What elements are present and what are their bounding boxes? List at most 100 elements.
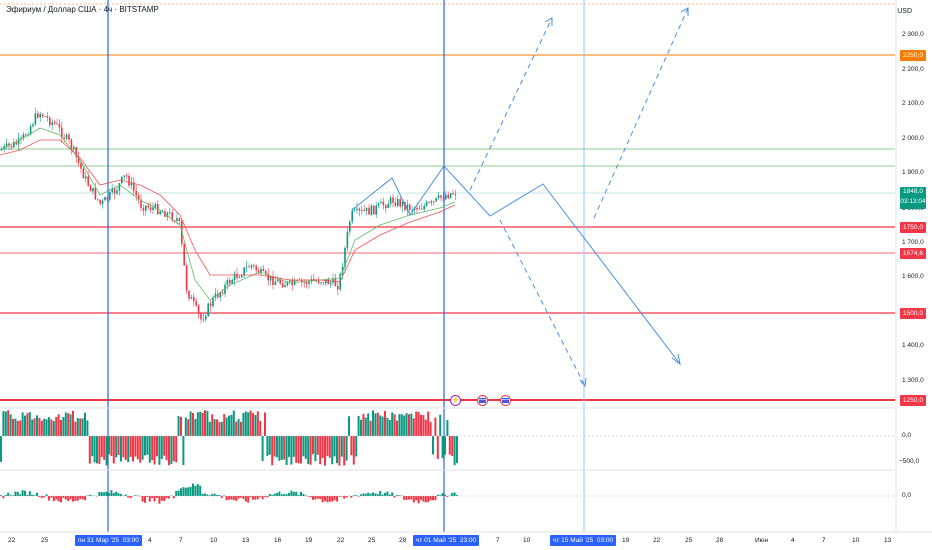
- candle-body: [411, 209, 413, 211]
- osc-top-bar: [163, 436, 166, 456]
- osc-top-bar: [436, 436, 439, 460]
- osc-bottom-bar: [345, 496, 348, 498]
- osc-bottom-bar: [208, 495, 211, 496]
- flag-icon[interactable]: [477, 395, 488, 406]
- candle-body: [250, 265, 253, 268]
- osc-bottom-bar: [340, 496, 343, 497]
- candle-body: [152, 207, 154, 210]
- osc-bottom-bar: [223, 495, 226, 496]
- osc-top-bar: [2, 411, 5, 436]
- candle-body: [53, 122, 56, 124]
- osc-top-bar: [72, 410, 74, 436]
- osc-bottom-bar: [26, 494, 29, 496]
- osc-bottom-bar: [158, 496, 161, 504]
- candle-body: [142, 207, 145, 211]
- osc-bottom-bar: [50, 496, 53, 498]
- osc-top-bar: [235, 421, 238, 436]
- osc-top-bar: [88, 436, 91, 464]
- indicator-zero-top: 0,0: [902, 432, 912, 439]
- osc-top-bar: [333, 436, 336, 457]
- osc-top-bar: [69, 414, 72, 436]
- osc-bottom-bar: [201, 493, 204, 496]
- osc-bottom-bar: [105, 491, 108, 496]
- flag-icon[interactable]: [500, 395, 511, 406]
- osc-bottom-bar: [300, 491, 302, 496]
- osc-top-bar: [374, 413, 377, 436]
- osc-top-bar: [249, 410, 252, 436]
- osc-bottom-bar: [276, 492, 278, 496]
- osc-bottom-bar: [177, 490, 180, 496]
- time-tick: Июн: [755, 537, 769, 544]
- candle-body: [44, 116, 46, 118]
- candle-body: [334, 278, 337, 287]
- candle-body: [368, 207, 370, 215]
- osc-top-bar: [16, 420, 19, 436]
- osc-top-bar: [307, 436, 310, 464]
- osc-bottom-bar: [91, 495, 94, 496]
- price-label-1750[interactable]: 1750,0: [900, 222, 926, 233]
- currency-unit[interactable]: USD: [897, 8, 912, 15]
- osc-bottom-bar: [304, 495, 307, 496]
- osc-top-bar: [146, 436, 149, 455]
- osc-top-bar: [148, 436, 151, 463]
- osc-top-bar: [381, 416, 384, 436]
- osc-bottom-bar: [124, 494, 127, 496]
- osc-bottom-bar: [31, 494, 34, 496]
- chart-title[interactable]: Эфириум / Доллар США · 4ч · BITSTAMP: [6, 5, 159, 14]
- candle-body: [392, 197, 394, 203]
- candle-body: [233, 273, 236, 281]
- osc-bottom-bar: [112, 493, 115, 496]
- osc-top-bar: [84, 412, 86, 436]
- price-label-1250[interactable]: 1250,0: [900, 395, 926, 406]
- candle-body: [82, 168, 85, 179]
- osc-bottom-bar: [415, 496, 418, 501]
- price-label-1674[interactable]: 1674,6: [900, 248, 926, 259]
- osc-top-bar: [355, 436, 358, 457]
- price-label-2250[interactable]: 2250,0: [900, 50, 926, 61]
- candle-body: [195, 301, 197, 306]
- osc-top-bar: [175, 436, 178, 463]
- osc-bottom-bar: [216, 494, 218, 496]
- price-label-1500[interactable]: 1500,0: [900, 308, 926, 319]
- candle-body: [125, 175, 128, 177]
- osc-top-bar: [410, 413, 413, 436]
- candle-body: [358, 208, 361, 211]
- candle-body: [15, 142, 17, 145]
- candle-body: [75, 147, 77, 158]
- osc-top-bar: [441, 436, 444, 459]
- osc-top-bar: [189, 411, 192, 436]
- candle-body: [363, 209, 365, 211]
- lightning-icon[interactable]: ⚡: [450, 395, 461, 406]
- osc-bottom-bar: [232, 496, 235, 501]
- candle-body: [207, 303, 209, 317]
- candle-body: [171, 212, 173, 221]
- candle-body: [397, 198, 399, 206]
- osc-bottom-bar: [48, 496, 50, 501]
- candle-body: [243, 267, 245, 276]
- osc-top-bar: [218, 421, 221, 436]
- osc-top-bar: [290, 436, 293, 465]
- osc-bottom-bar: [141, 496, 144, 502]
- osc-top-bar: [55, 416, 58, 436]
- osc-top-bar: [98, 436, 101, 464]
- osc-top-bar: [384, 410, 386, 436]
- osc-bottom-bar: [412, 496, 415, 503]
- candle-body: [305, 282, 308, 285]
- candle-body: [452, 193, 454, 195]
- candle-body: [178, 218, 181, 222]
- candle-body: [20, 137, 22, 139]
- price-tick: 2 000,0: [902, 135, 924, 142]
- osc-top-bar: [304, 436, 307, 459]
- candle-body: [32, 124, 34, 127]
- osc-bottom-bar: [441, 493, 444, 496]
- osc-top-bar: [153, 436, 156, 465]
- osc-bottom-bar: [429, 496, 432, 501]
- candle-body: [260, 268, 262, 274]
- osc-top-bar: [429, 421, 432, 436]
- osc-top-bar: [393, 414, 396, 436]
- osc-top-bar: [151, 436, 154, 461]
- osc-top-bar: [326, 436, 329, 456]
- osc-top-bar: [31, 419, 34, 436]
- osc-bottom-bar: [352, 495, 355, 496]
